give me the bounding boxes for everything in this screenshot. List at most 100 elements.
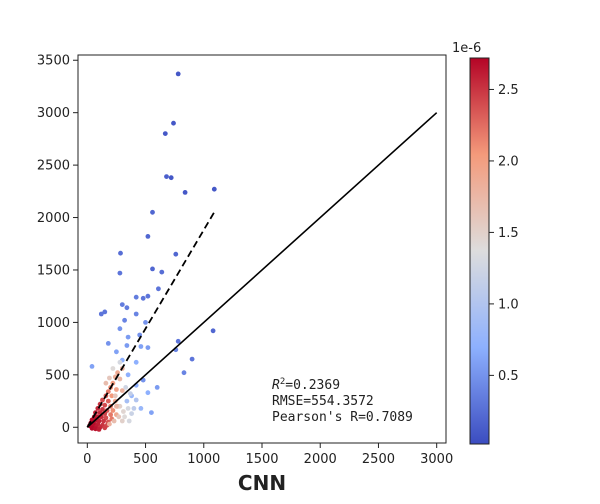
data-point	[150, 209, 155, 215]
colorbar: 1e-6 0.5 1.0 1.5 2.0 2.5	[452, 41, 519, 445]
colorbar-tick-label: 2.5	[498, 83, 519, 98]
data-point	[171, 120, 176, 126]
data-point	[138, 406, 144, 411]
data-point	[105, 398, 111, 404]
data-point	[122, 414, 127, 420]
data-point	[133, 294, 139, 300]
data-point	[114, 349, 119, 355]
data-point	[126, 418, 132, 424]
data-point	[156, 286, 161, 292]
data-point	[111, 418, 117, 424]
colorbar-tick-label: 2.0	[498, 154, 519, 169]
data-point	[131, 406, 137, 411]
data-point	[175, 338, 181, 344]
regression-line	[86, 209, 217, 428]
data-point	[102, 309, 108, 315]
data-point	[123, 385, 129, 390]
data-point	[133, 311, 139, 317]
colorbar-tick-label: 1.5	[498, 226, 519, 241]
data-point	[122, 317, 127, 323]
data-point	[107, 375, 112, 381]
data-point	[124, 398, 130, 404]
data-point	[105, 341, 111, 346]
data-point	[125, 372, 131, 378]
data-point	[159, 269, 165, 275]
x-tick-label: 1000	[187, 452, 220, 467]
data-point	[181, 370, 187, 376]
plot-frame	[77, 54, 447, 444]
data-point	[118, 250, 123, 256]
data-point	[154, 385, 160, 390]
x-tick-label: 1500	[245, 452, 278, 467]
data-point	[112, 393, 118, 399]
data-point	[103, 380, 109, 386]
data-point	[89, 425, 95, 431]
data-point	[140, 295, 146, 301]
data-point	[124, 343, 130, 348]
y-tick-label: 3000	[37, 106, 70, 121]
y-tick-label: 2000	[37, 211, 70, 226]
x-tick-label: 2000	[304, 452, 337, 467]
data-point	[100, 397, 105, 403]
data-point	[189, 356, 195, 362]
data-point	[98, 311, 104, 317]
data-point	[125, 406, 131, 411]
y-tick-label: 3500	[37, 54, 70, 69]
data-point	[145, 345, 151, 350]
y-tick-label: 0	[62, 421, 70, 436]
data-point	[117, 326, 123, 332]
data-point	[164, 174, 169, 180]
data-point	[125, 334, 131, 340]
data-point	[173, 251, 179, 257]
colorbar-gradient	[469, 57, 490, 445]
rmse-annotation: RMSE=554.3572	[272, 394, 374, 409]
data-point	[107, 421, 112, 427]
data-point	[162, 131, 168, 137]
y-tick-label: 1000	[37, 316, 70, 331]
data-point	[102, 425, 108, 431]
data-point	[145, 293, 151, 299]
data-point	[114, 387, 119, 392]
y-tick-label: 2500	[37, 159, 70, 174]
data-point	[150, 266, 155, 272]
data-point	[102, 402, 108, 408]
data-point	[168, 175, 174, 181]
data-point	[89, 364, 95, 369]
x-axis-label: CNN	[238, 471, 286, 495]
r2-annotation: R2=0.2369	[272, 377, 340, 393]
data-point	[117, 403, 123, 409]
identity-line	[86, 112, 438, 428]
stats-annotation: R2=0.2369 RMSE=554.3572 Pearson's R=0.70…	[272, 377, 413, 425]
data-point	[110, 366, 116, 371]
data-point	[129, 411, 135, 416]
x-tick-label: 3000	[420, 452, 453, 467]
x-tick-label: 0	[83, 452, 91, 467]
data-point	[116, 414, 122, 420]
data-point	[211, 186, 217, 192]
data-point	[127, 391, 133, 397]
data-point	[145, 234, 151, 239]
y-axis-ticks: 0 500 1000 1500 2000 2500 3000 3500	[37, 54, 78, 436]
plot-area	[86, 71, 438, 432]
data-point	[182, 190, 188, 195]
data-point	[138, 344, 144, 349]
data-point	[117, 376, 123, 382]
x-tick-label: 2500	[362, 452, 395, 467]
data-point	[117, 359, 123, 365]
data-point	[119, 418, 125, 424]
data-point	[124, 305, 130, 311]
colorbar-tick-label: 1.0	[498, 297, 519, 312]
data-point	[114, 403, 119, 409]
x-axis-ticks: 0 500 1000 1500 2000 2500 3000	[83, 443, 453, 467]
colorbar-offset-label: 1e-6	[452, 41, 481, 56]
pearson-annotation: Pearson's R=0.7089	[272, 410, 413, 425]
y-tick-label: 1500	[37, 263, 70, 278]
data-point	[96, 427, 102, 432]
data-point	[110, 408, 116, 413]
data-point	[101, 418, 106, 424]
data-point	[117, 270, 123, 276]
data-point	[121, 409, 126, 414]
colorbar-tick-label: 0.5	[498, 369, 519, 384]
data-points	[87, 71, 217, 432]
